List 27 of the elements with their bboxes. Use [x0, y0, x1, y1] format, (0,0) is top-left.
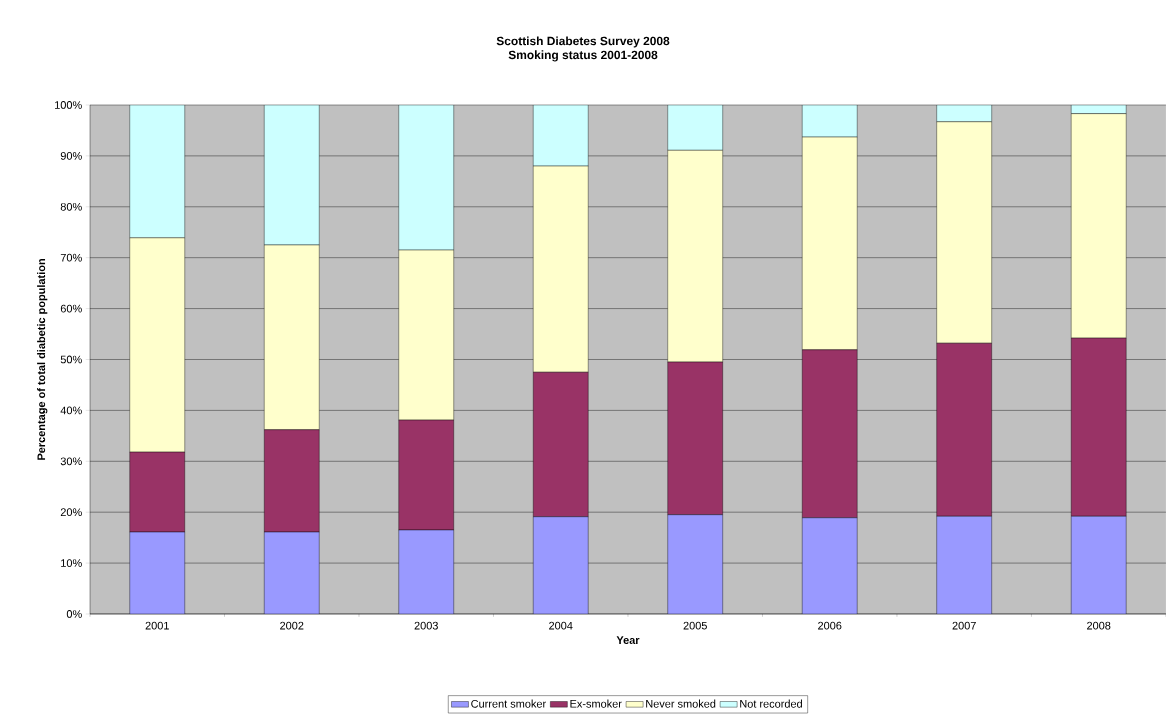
legend-label: Ex-smoker	[570, 699, 622, 708]
legend-label: Never smoked	[646, 699, 716, 708]
y-tick-label: 60%	[60, 304, 82, 313]
chart-subtitle: Smoking status 2001-2008	[508, 50, 658, 62]
x-tick-label: 2002	[280, 621, 304, 630]
x-tick-label: 2003	[414, 621, 438, 630]
y-tick-label: 80%	[60, 202, 82, 211]
legend-label: Current smoker	[471, 699, 546, 708]
y-axis-title: Percentage of total diabetic population	[37, 259, 48, 460]
y-tick-label: 30%	[60, 457, 82, 466]
legend-label: Not recorded	[740, 699, 802, 708]
y-tick-label: 90%	[60, 152, 82, 160]
y-tick-label: 100%	[55, 101, 82, 109]
x-tick-label: 2007	[952, 621, 976, 630]
y-tick-label: 50%	[60, 355, 82, 364]
x-tick-label: 2004	[549, 621, 573, 630]
chart-title: Scottish Diabetes Survey 2008	[496, 36, 670, 48]
y-tick-label: 20%	[60, 508, 82, 517]
x-tick-label: 2001	[145, 621, 169, 630]
y-tick-label: 70%	[60, 253, 82, 262]
y-tick-label: 40%	[60, 406, 82, 415]
y-tick-label: 0%	[66, 610, 82, 618]
x-tick-label: 2008	[1087, 621, 1111, 630]
x-axis-title: Year	[616, 636, 640, 645]
x-tick-label: 2005	[683, 621, 707, 630]
x-tick-label: 2006	[818, 621, 842, 630]
y-tick-label: 10%	[61, 559, 82, 567]
